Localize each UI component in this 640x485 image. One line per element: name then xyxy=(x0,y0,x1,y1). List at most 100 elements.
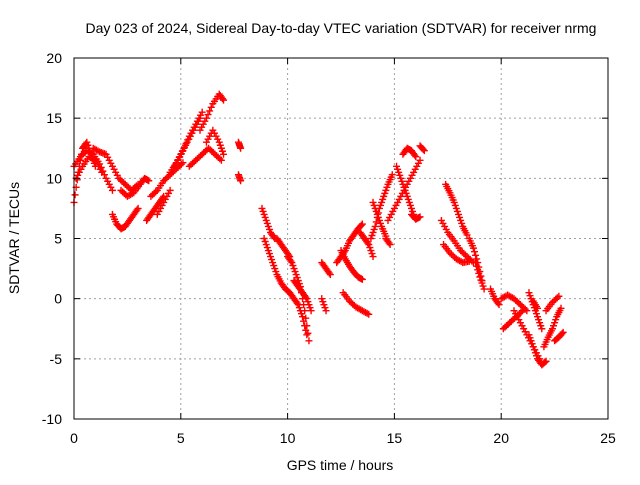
data-point xyxy=(469,244,477,252)
data-point xyxy=(299,313,307,321)
data-point xyxy=(108,186,116,194)
data-point xyxy=(420,147,428,155)
series-arc14 xyxy=(202,126,228,158)
data-point xyxy=(134,204,142,212)
data-point xyxy=(326,271,334,279)
data-point xyxy=(465,257,473,265)
data-point xyxy=(220,96,228,104)
data-point xyxy=(305,337,313,345)
data-point xyxy=(90,155,98,163)
data-point xyxy=(372,218,380,226)
data-point xyxy=(555,292,563,300)
data-point xyxy=(495,301,503,309)
axes: 0 5 10 15 20 25 -10 -5 0 5 10 15 20 xyxy=(42,50,616,446)
data-point xyxy=(517,308,525,316)
data-point xyxy=(371,222,379,230)
data-point xyxy=(237,144,245,152)
data-point xyxy=(204,111,212,119)
y-axis-label: SDTVAR / TECUs xyxy=(6,182,22,294)
series-arc04 xyxy=(89,144,142,194)
data-point xyxy=(363,309,371,317)
data-point xyxy=(303,322,311,330)
data-point xyxy=(386,241,394,249)
y-tick-label: -5 xyxy=(50,351,63,367)
series-arc34 xyxy=(407,210,424,223)
data-point xyxy=(196,114,204,122)
data-point xyxy=(365,310,373,318)
series-arc40 xyxy=(472,259,488,293)
data-point xyxy=(216,155,224,163)
data-point xyxy=(411,151,419,159)
series-arc48 xyxy=(540,304,565,351)
x-tick-label: 5 xyxy=(177,430,185,446)
data-point xyxy=(463,231,471,239)
gridlines xyxy=(74,58,608,419)
data-point xyxy=(416,213,424,221)
series-arc37 xyxy=(437,216,477,267)
data-point xyxy=(98,168,106,176)
series-arc21 xyxy=(290,277,315,315)
data-point xyxy=(304,329,312,337)
data-point xyxy=(553,294,561,302)
y-tick-label: 20 xyxy=(46,50,62,66)
data-point xyxy=(471,248,478,256)
data-point xyxy=(202,114,210,122)
data-point xyxy=(475,269,483,277)
data-point xyxy=(301,307,309,315)
x-tick-label: 20 xyxy=(493,430,509,446)
data-point xyxy=(558,330,566,338)
data-point xyxy=(287,257,295,265)
data-point xyxy=(237,177,245,185)
data-point xyxy=(325,269,333,277)
data-points xyxy=(70,90,567,369)
data-point xyxy=(177,160,185,168)
data-point xyxy=(145,177,153,185)
data-point xyxy=(416,156,424,164)
series-arc38 xyxy=(440,241,473,267)
series-arc49 xyxy=(542,292,563,315)
data-point xyxy=(472,251,480,259)
series-arc06 xyxy=(117,174,153,200)
data-point xyxy=(388,171,396,179)
y-tick-label: -10 xyxy=(42,411,62,427)
data-point xyxy=(302,293,310,301)
series-arc36 xyxy=(442,180,471,239)
data-point xyxy=(472,259,480,267)
series-arc45 xyxy=(525,331,550,369)
y-tick-label: 0 xyxy=(54,291,62,307)
series-arc18 xyxy=(260,235,311,339)
data-point xyxy=(419,145,427,153)
y-tick-label: 15 xyxy=(46,110,62,126)
series-arc13 xyxy=(196,90,228,134)
data-point xyxy=(270,233,278,241)
y-tick-label: 5 xyxy=(54,231,62,247)
series-arc25 xyxy=(337,247,366,283)
x-tick-label: 0 xyxy=(70,430,78,446)
data-point xyxy=(218,95,226,103)
series-arc30 xyxy=(382,235,394,249)
series-arc03 xyxy=(72,153,106,182)
data-point xyxy=(206,107,214,115)
series-arc50 xyxy=(551,328,567,345)
data-point xyxy=(357,221,365,229)
series-arc26 xyxy=(339,289,373,318)
series-arc09 xyxy=(153,186,174,218)
data-point xyxy=(71,191,79,199)
x-tick-label: 10 xyxy=(280,430,296,446)
data-point xyxy=(293,299,301,307)
data-point xyxy=(369,253,377,261)
data-point xyxy=(307,307,315,315)
data-point xyxy=(217,156,225,164)
x-tick-label: 15 xyxy=(387,430,403,446)
series-arc23 xyxy=(318,295,330,315)
data-point xyxy=(519,307,527,315)
series-arc11 xyxy=(170,114,204,170)
series-arc42 xyxy=(497,291,531,315)
series-arc27 xyxy=(356,228,377,261)
data-point xyxy=(94,147,102,155)
data-point xyxy=(480,285,488,293)
series-arc35 xyxy=(416,142,428,155)
